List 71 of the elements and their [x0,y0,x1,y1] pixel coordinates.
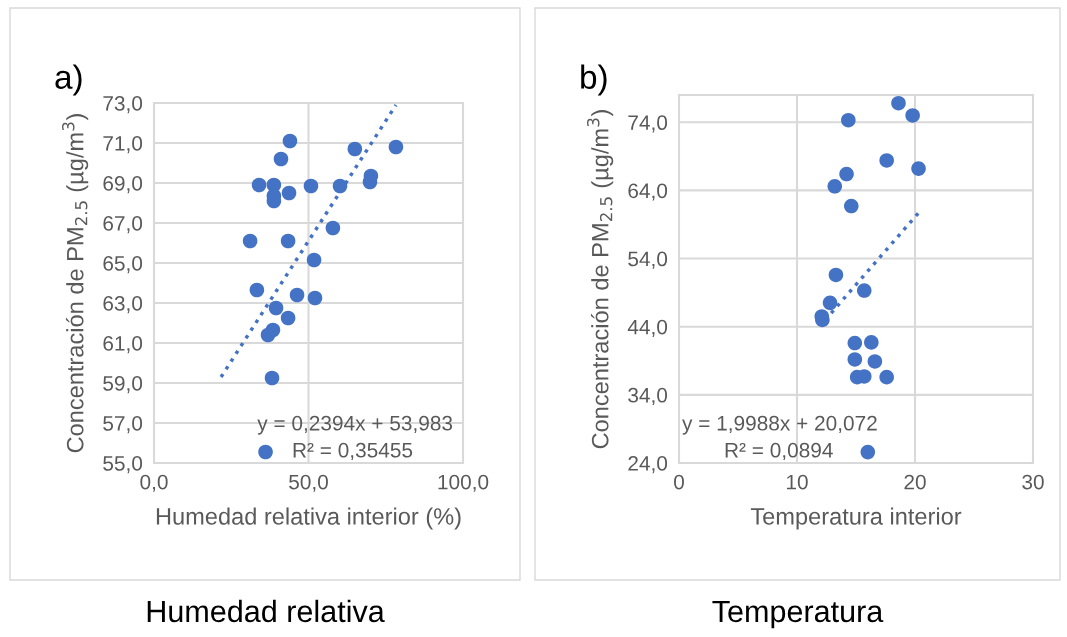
point [847,352,863,367]
point [273,151,289,167]
y-tick-label: 69,0 [103,176,143,194]
point [242,233,258,249]
point [268,300,284,316]
text: Temperatura [712,600,884,629]
y-tick-label: 67,0 [103,216,143,234]
point [828,267,844,283]
point [325,220,341,236]
y-tick-label: 73,0 [103,96,143,114]
point [867,354,883,369]
point [841,112,856,128]
point [306,252,322,268]
point [289,287,305,303]
x-tick-label: 20 [904,474,926,490]
point [347,141,363,157]
point [260,327,276,343]
point [911,161,926,176]
point [264,370,280,386]
point [258,444,273,460]
point [249,282,265,298]
point [281,185,297,201]
annotation: R² = 0,0894 [725,442,833,461]
y-tick-label: 57,0 [103,416,143,434]
y-tick-label: 65,0 [103,256,143,274]
x-tick-label: 100,0 [438,474,489,492]
point [280,233,296,249]
point [860,444,876,460]
point [879,369,894,385]
point [280,310,296,326]
x-tick-label: 50,0 [289,474,328,492]
text: a) [55,64,82,96]
y-tick-label: 24,0 [628,456,668,474]
y-tick-label: 55,0 [103,456,143,474]
point [839,166,854,182]
y-tick-label: 64,0 [628,183,668,201]
x-axis-title: Temperatura interior [750,507,962,530]
point [879,153,894,168]
annotation: R² = 0,35455 [293,442,413,461]
point [856,283,872,298]
y-tick-label: 59,0 [103,376,143,394]
point [891,95,906,111]
y-tick-label: 54,0 [628,251,668,269]
point [847,335,863,351]
point [307,290,323,306]
point [822,295,838,311]
point [282,133,298,149]
x-tick-label: 10 [787,474,808,490]
x-tick-label: 0,0 [140,474,168,492]
x-tick-label: 0 [674,474,684,490]
annotation: y = 0,2394x + 53,983 [257,415,453,435]
x-axis-title: Humedad relativa interior (%) [156,507,461,530]
point [827,179,843,194]
y-tick-label: 71,0 [103,136,143,154]
y-tick-label: 61,0 [103,336,143,354]
point [251,177,267,193]
y-tick-label: 74,0 [628,115,668,133]
x-tick-label: 30 [1022,474,1044,490]
annotation: y = 1,9988x + 20,072 [682,415,877,435]
y-tick-label: 44,0 [627,319,668,337]
y-axis-title: Concentración de PM$_{2.5}$ (µg/m$^{3}$) [587,110,614,449]
point [864,335,879,350]
text: b) [581,64,607,96]
y-tick-label: 63,0 [103,296,143,314]
point [844,198,859,214]
y-tick-label: 34,0 [628,387,668,406]
point [388,139,404,155]
y-axis-title: Concentración de PM$_{2.5}$ (µg/m$^{3}$) [62,114,89,453]
point [303,178,319,194]
point [905,108,920,123]
text: Humedad relativa [147,599,385,623]
